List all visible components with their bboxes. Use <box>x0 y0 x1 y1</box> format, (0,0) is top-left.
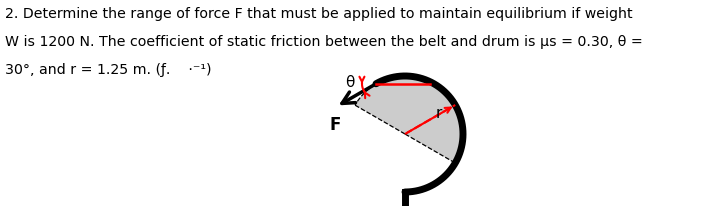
Text: r: r <box>436 106 442 121</box>
Wedge shape <box>355 77 463 163</box>
Text: θ: θ <box>346 75 355 90</box>
Text: F: F <box>330 115 341 133</box>
Text: W is 1200 N. The coefficient of static friction between the belt and drum is μs : W is 1200 N. The coefficient of static f… <box>5 35 643 49</box>
Text: 30°, and r = 1.25 m. (ƒ.    ·⁻¹): 30°, and r = 1.25 m. (ƒ. ·⁻¹) <box>5 63 212 77</box>
Text: 2. Determine the range of force F that must be applied to maintain equilibrium i: 2. Determine the range of force F that m… <box>5 7 633 21</box>
